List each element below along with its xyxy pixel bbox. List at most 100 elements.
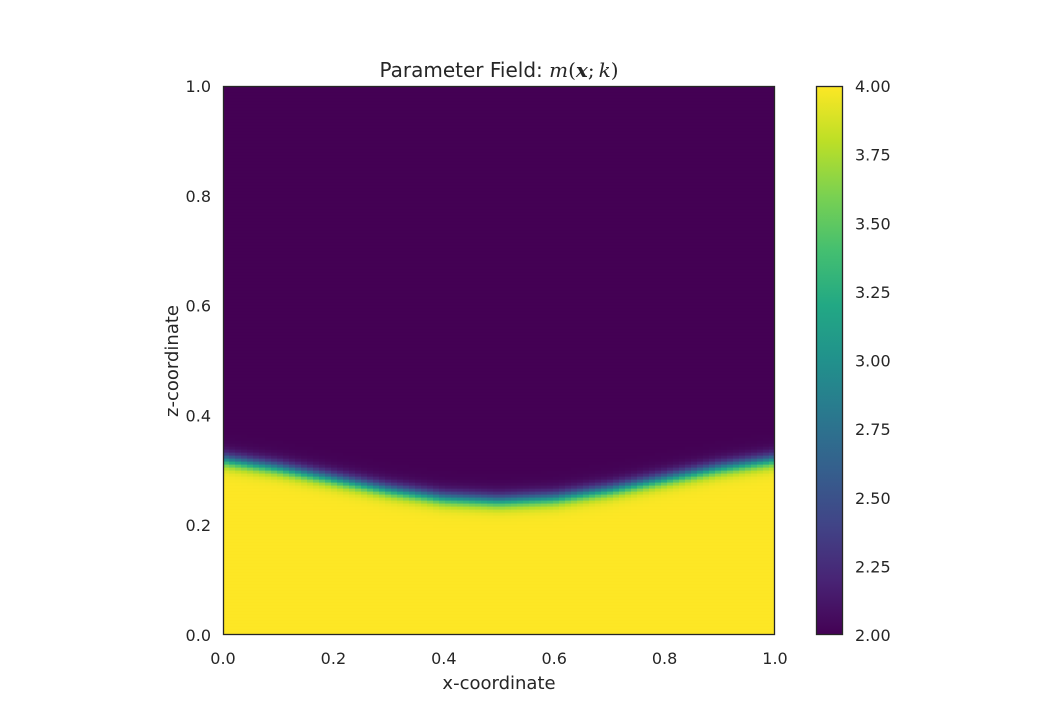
heatmap-cell [259,278,266,282]
heatmap-cell [247,206,254,210]
heatmap-cell [265,548,272,552]
heatmap-cell [265,179,272,183]
heatmap-cell [247,452,254,456]
heatmap-cell [259,383,266,387]
heatmap-cell [253,488,260,492]
heatmap-cell [265,173,272,177]
heatmap-cell [235,365,242,369]
heatmap-cell [223,563,230,567]
heatmap-cell [253,524,260,528]
heatmap-cell [259,581,266,585]
heatmap-cell [241,275,248,279]
heatmap-cell [265,89,272,93]
heatmap-cell [253,206,260,210]
heatmap-cell [241,209,248,213]
heatmap-cell [259,341,266,345]
heatmap-cell [229,104,236,108]
heatmap-cell [241,521,248,525]
heatmap-cell [259,416,266,420]
heatmap-cell [259,578,266,582]
heatmap-cell [253,296,260,300]
heatmap-cell [229,437,236,441]
heatmap-cell [247,488,254,492]
heatmap-cell [265,266,272,270]
heatmap-cell [235,443,242,447]
heatmap-cell [235,299,242,303]
heatmap-cell [223,224,230,228]
heatmap-cell [247,392,254,396]
heatmap-cell [229,401,236,405]
heatmap-cell [259,230,266,234]
heatmap-cell [253,575,260,579]
heatmap-cell [259,515,266,519]
heatmap-cell [259,533,266,537]
heatmap-cell [265,410,272,414]
heatmap-cell [223,203,230,207]
heatmap-cell [229,626,236,630]
heatmap-cell [265,188,272,192]
heatmap-cell [271,590,278,594]
heatmap-cell [241,389,248,393]
heatmap-cell [229,512,236,516]
heatmap-cell [235,155,242,159]
heatmap-cell [229,137,236,141]
heatmap-cell [253,587,260,591]
heatmap-cell [247,125,254,129]
heatmap-cell [265,218,272,222]
heatmap-cell [229,119,236,123]
heatmap-cell [235,614,242,618]
heatmap-cell [235,233,242,237]
heatmap-cell [235,485,242,489]
heatmap-cell [229,251,236,255]
heatmap-cell [253,398,260,402]
heatmap-cell [229,521,236,525]
heatmap-cell [229,92,236,96]
heatmap-cell [265,467,272,471]
heatmap-cell [241,404,248,408]
heatmap-cell [253,425,260,429]
heatmap-cell [247,164,254,168]
heatmap-cell [253,188,260,192]
heatmap-cell [235,206,242,210]
heatmap-cell [241,443,248,447]
heatmap-cell [235,575,242,579]
heatmap-cell [229,272,236,276]
heatmap-cell [271,560,278,564]
heatmap-cell [223,311,230,315]
heatmap-cell [241,395,248,399]
heatmap-cell [223,500,230,504]
heatmap-cell [271,488,278,492]
heatmap-cell [271,515,278,519]
heatmap-cell [223,197,230,201]
heatmap-cell [265,116,272,120]
heatmap-cell [247,431,254,435]
heatmap-cell [259,311,266,315]
heatmap-cell [247,560,254,564]
heatmap-cell [223,248,230,252]
heatmap-cell [229,509,236,513]
heatmap-cell [229,293,236,297]
heatmap-cell [265,95,272,99]
heatmap-cell [265,305,272,309]
heatmap-cell [235,617,242,621]
heatmap-cell [259,227,266,231]
heatmap-cell [229,524,236,528]
heatmap-cell [235,590,242,594]
heatmap-cell [223,437,230,441]
heatmap-cell [259,95,266,99]
heatmap-cell [241,551,248,555]
heatmap-cell [265,275,272,279]
heatmap-cell [241,539,248,543]
heatmap-cell [241,374,248,378]
heatmap-cell [259,440,266,444]
heatmap-cell [271,539,278,543]
heatmap-cell [259,530,266,534]
heatmap-cell [265,260,272,264]
heatmap-cell [253,218,260,222]
heatmap-cell [241,509,248,513]
heatmap-cell [259,182,266,186]
heatmap-cell [247,230,254,234]
heatmap-cell [271,419,278,423]
heatmap-cell [229,422,236,426]
heatmap-cell [265,569,272,573]
